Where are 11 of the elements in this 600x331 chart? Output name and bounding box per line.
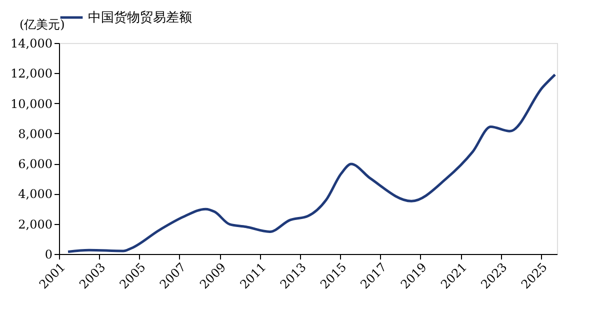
line-series xyxy=(66,73,556,253)
y-axis-title: (亿美元) xyxy=(20,18,65,32)
y-tick-label: 4,000 xyxy=(18,187,52,202)
y-tick-label: 10,000 xyxy=(10,96,52,111)
y-tick-label: 14,000 xyxy=(10,36,52,50)
y-tick-label: 8,000 xyxy=(18,126,52,141)
legend-label: 中国货物贸易差额 xyxy=(88,10,192,26)
y-tick-label: 2,000 xyxy=(18,217,52,232)
y-tick-label: 12,000 xyxy=(10,66,52,81)
y-tick-label: 6,000 xyxy=(18,157,52,172)
y-tick-label: 0 xyxy=(44,248,52,262)
